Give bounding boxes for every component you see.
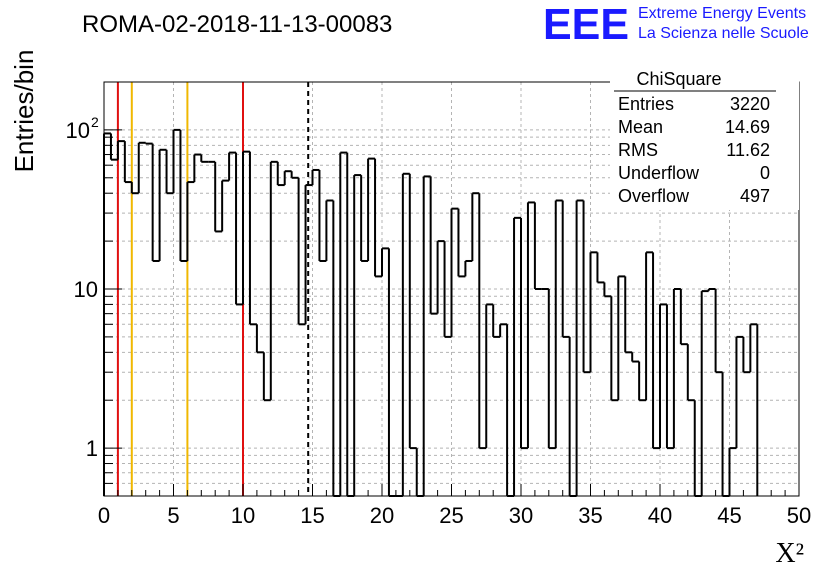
stats-box-background [610, 70, 799, 210]
stats-row-label: Overflow [618, 186, 690, 206]
stats-row-label: RMS [618, 140, 658, 160]
stats-row-value: 11.62 [726, 140, 770, 160]
x-tick-label: 40 [648, 503, 672, 528]
y-tick-label: 1 [86, 436, 98, 461]
logo-line1: Extreme Energy Events [638, 5, 806, 22]
logo-mark: EEE [543, 0, 629, 49]
x-tick-label: 35 [578, 503, 602, 528]
eee-logo: EEE Extreme Energy Events La Scienza nel… [543, 0, 809, 49]
x-tick-label: 50 [787, 503, 811, 528]
x-tick-label: 25 [439, 503, 463, 528]
stats-box: ChiSquare Entries 3220 Mean 14.69 RMS 11.62 Un… [610, 69, 799, 210]
stats-row-value: 497 [740, 186, 770, 206]
x-axis-label: X² [775, 538, 804, 569]
grid [104, 82, 799, 496]
x-tick-label: 45 [717, 503, 741, 528]
stats-row-label: Underflow [618, 163, 700, 183]
stats-row-value: 0 [760, 163, 770, 183]
y-axis-label: Entries/bin [9, 50, 39, 173]
x-tick-label: 30 [509, 503, 533, 528]
stats-title: ChiSquare [636, 69, 721, 89]
axis-ticks [103, 129, 800, 496]
x-tick-label: 0 [98, 503, 110, 528]
y-tick-label: 10 [66, 118, 90, 143]
x-tick-label: 15 [300, 503, 324, 528]
x-tick-label: 5 [167, 503, 179, 528]
y-tick-label: 10 [74, 277, 98, 302]
logo-line2: La Scienza nelle Scuole [638, 25, 809, 42]
y-axis-title: Entries/bin [9, 50, 39, 173]
x-tick-label: 20 [370, 503, 394, 528]
stats-row-label: Mean [618, 117, 663, 137]
y-tick-exponent: 2 [91, 114, 99, 130]
chart-title: ROMA-02-2018-11-13-00083 [82, 11, 392, 38]
stats-row-value: 3220 [730, 94, 770, 114]
x-tick-label: 10 [231, 503, 255, 528]
stats-row-label: Entries [618, 94, 674, 114]
stats-row-value: 14.69 [725, 117, 770, 137]
x-tick-labels: 0 5 10 15 20 25 30 35 40 45 50 [98, 503, 811, 528]
